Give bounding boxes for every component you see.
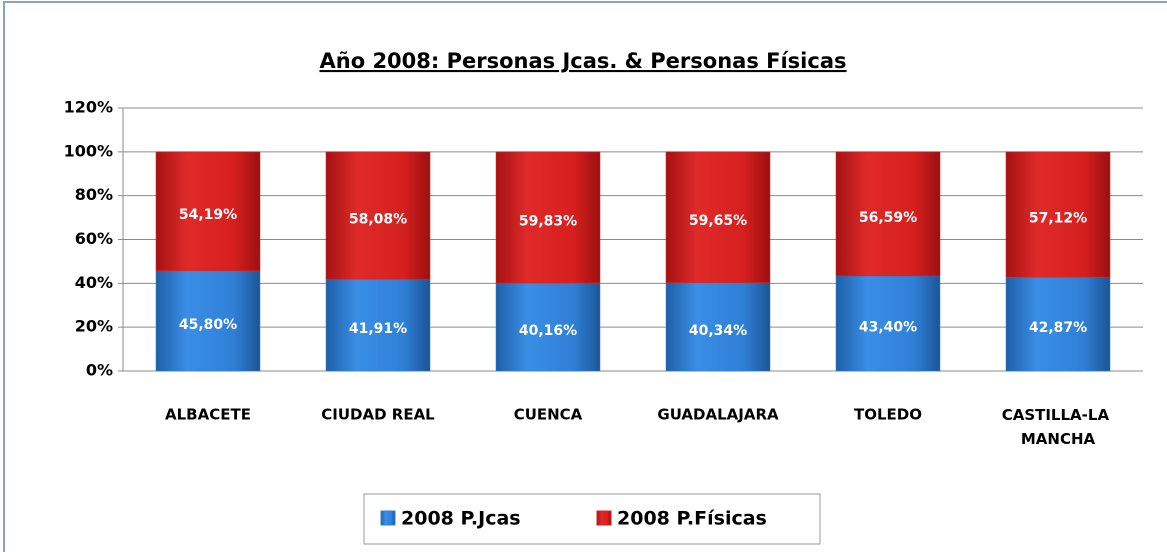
data-label: 43,40% (859, 319, 917, 335)
bar-segment (1005, 151, 1111, 278)
data-label: 59,83% (519, 213, 577, 229)
bar-segment (495, 151, 601, 284)
x-tick-label: ALBACETE (165, 406, 251, 424)
data-label: 56,59% (859, 210, 917, 226)
x-tick-label: CUENCA (514, 406, 583, 424)
data-label: 41,91% (349, 321, 407, 337)
bar-segment (325, 278, 431, 372)
legend-label: 2008 P.Jcas (401, 508, 521, 530)
x-tick-label: CASTILLA-LA MANCHA (1002, 406, 1115, 448)
bar-segment (155, 270, 261, 372)
data-label: 42,87% (1029, 320, 1087, 336)
bar-segment (665, 151, 771, 283)
data-label: 45,80% (179, 317, 237, 333)
y-tick-label: 20% (75, 317, 113, 336)
x-tick-label: CIUDAD REAL (321, 406, 435, 424)
y-tick-label: 100% (64, 141, 113, 160)
data-label: 57,12% (1029, 210, 1087, 226)
y-tick-label: 120% (64, 98, 113, 117)
x-tick-label: TOLEDO (854, 406, 922, 424)
chart-title: Año 2008: Personas Jcas. & Personas Físi… (320, 49, 847, 73)
data-label: 40,16% (519, 323, 577, 339)
bar-segment (495, 282, 601, 372)
bar-segment (325, 151, 431, 280)
y-tick-label: 40% (75, 273, 113, 292)
bar-segment (155, 151, 261, 271)
legend-box (363, 493, 821, 545)
x-tick-label: GUADALAJARA (657, 406, 779, 424)
y-tick-label: 80% (75, 185, 113, 204)
y-tick-label: 0% (86, 361, 113, 380)
legend-swatch (596, 510, 612, 526)
legend-label: 2008 P.Físicas (617, 508, 767, 530)
legend-swatch (380, 510, 396, 526)
bar-segment (835, 275, 941, 372)
data-label: 54,19% (179, 207, 237, 223)
data-label: 40,34% (689, 323, 747, 339)
y-tick-label: 60% (75, 229, 113, 248)
data-label: 59,65% (689, 213, 747, 229)
bar-segment (835, 151, 941, 277)
bar-segment (665, 282, 771, 372)
data-label: 58,08% (349, 212, 407, 228)
